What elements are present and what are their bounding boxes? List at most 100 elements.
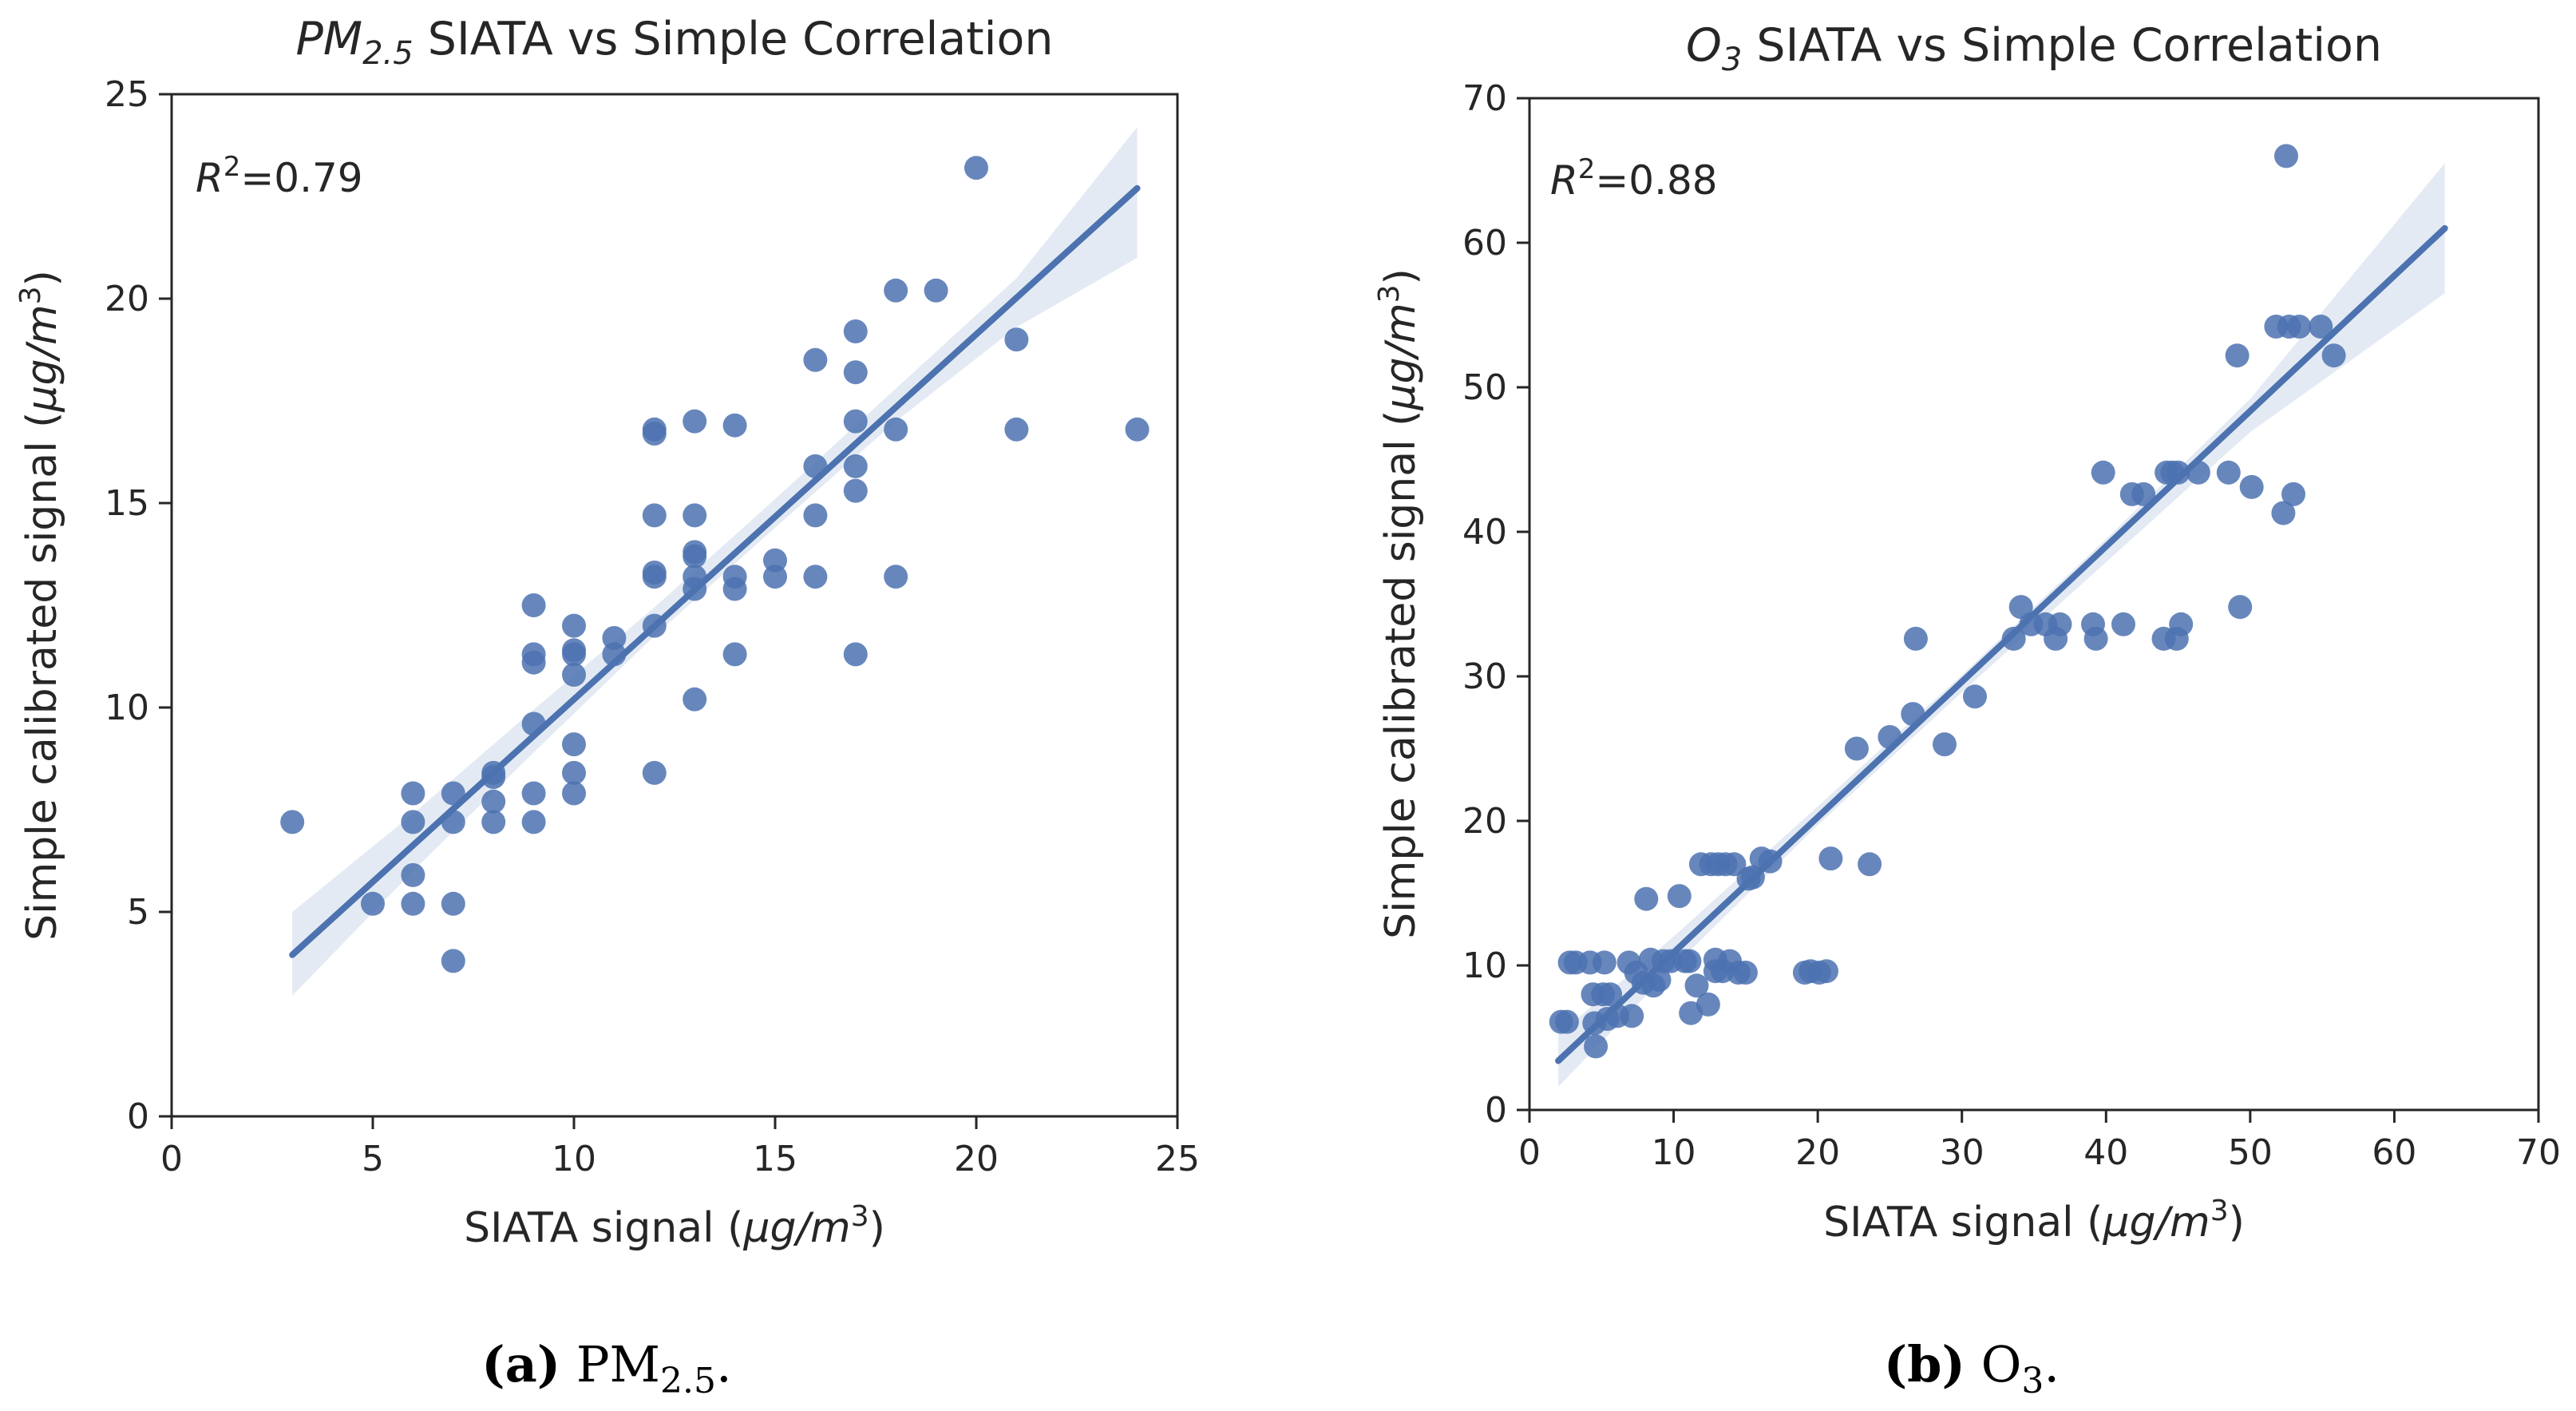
chart-pm25: PM2.5 SIATA vs Simple Correlation 0 5 10 15… <box>14 13 1200 1401</box>
data-point <box>1592 950 1616 975</box>
data-point <box>521 810 546 834</box>
chart-title: PM2.5 SIATA vs Simple Correlation <box>296 13 1054 72</box>
y-tick-label: 25 <box>105 74 149 115</box>
data-point <box>361 891 385 916</box>
data-point <box>803 347 828 372</box>
plot-area <box>280 127 1150 996</box>
data-point <box>521 650 546 675</box>
data-point <box>401 891 425 916</box>
data-point <box>1733 961 1758 985</box>
data-point <box>2111 612 2135 636</box>
data-point <box>481 810 506 834</box>
data-point <box>964 156 988 180</box>
data-point <box>722 413 747 438</box>
y-tick-label: 20 <box>1462 801 1507 842</box>
data-point <box>1814 959 1838 984</box>
data-point <box>2091 460 2115 485</box>
r-squared-annotation: R2=0.79 <box>196 151 363 201</box>
data-point <box>843 360 868 385</box>
axis-ticks: 0 5 10 15 20 25 0 5 10 15 20 25 <box>105 74 1200 1179</box>
subfigure-caption: (a) PM2.5. <box>481 1335 731 1401</box>
data-point <box>2321 343 2346 368</box>
data-point <box>2169 612 2194 636</box>
data-point <box>1598 982 1623 1007</box>
data-point <box>1818 846 1843 871</box>
y-axis-label: Simple calibrated signal (μg/m3) <box>14 270 66 941</box>
data-point <box>1844 736 1869 761</box>
y-tick-label: 0 <box>1485 1090 1507 1131</box>
data-point <box>884 278 908 303</box>
data-point <box>1696 992 1720 1017</box>
data-point <box>2216 460 2241 485</box>
x-tick-label: 20 <box>954 1139 999 1179</box>
data-point <box>642 503 667 528</box>
data-point <box>2166 460 2190 485</box>
data-point <box>843 454 868 478</box>
data-point <box>1677 949 1702 973</box>
data-point <box>722 642 747 667</box>
y-tick-label: 15 <box>105 483 149 524</box>
y-tick-label: 30 <box>1462 656 1507 697</box>
x-tick-label: 25 <box>1155 1139 1200 1179</box>
data-point <box>642 760 667 785</box>
data-point <box>884 417 908 442</box>
data-point <box>683 687 707 711</box>
data-point <box>2228 595 2253 620</box>
r-squared-annotation: R2=0.88 <box>1550 153 1718 204</box>
x-tick-label: 5 <box>362 1139 384 1179</box>
data-point <box>401 862 425 887</box>
y-tick-label: 0 <box>127 1096 149 1137</box>
data-point <box>843 642 868 667</box>
confidence-band <box>1558 163 2445 1087</box>
data-point <box>1004 327 1029 352</box>
data-point <box>1684 973 1709 998</box>
data-point <box>843 409 868 434</box>
data-point <box>884 565 908 589</box>
x-tick-label: 20 <box>1795 1132 1840 1173</box>
subfigure-caption: (b) O3. <box>1884 1335 2060 1401</box>
axis-ticks: 0 10 20 30 40 50 60 70 0 10 20 30 40 50 60 70 <box>1462 78 2561 1173</box>
plot-frame <box>170 93 1179 1118</box>
y-tick-label: 50 <box>1462 367 1507 408</box>
data-point <box>1125 417 1150 442</box>
chart-o3: O3 SIATA vs Simple Correlation 0 10 20 30 40… <box>1373 19 2561 1401</box>
data-point <box>521 593 546 617</box>
y-tick-label: 40 <box>1462 512 1507 553</box>
data-point <box>562 760 586 785</box>
data-point <box>722 577 747 601</box>
x-tick-label: 10 <box>1652 1132 1696 1173</box>
y-tick-label: 10 <box>1462 945 1507 986</box>
y-tick-label: 5 <box>127 892 149 933</box>
y-axis-label: Simple calibrated signal (μg/m3) <box>1373 268 1425 939</box>
data-point <box>1634 886 1659 911</box>
data-point <box>2281 482 2305 506</box>
data-point <box>562 732 586 757</box>
data-point <box>1858 852 1882 877</box>
x-tick-label: 40 <box>2083 1132 2128 1173</box>
data-point <box>843 478 868 503</box>
data-point <box>763 548 787 573</box>
data-point <box>401 781 425 806</box>
data-point <box>2271 501 2296 525</box>
data-point <box>763 565 787 589</box>
regression-line <box>1555 224 2448 1064</box>
data-point <box>1584 1034 1609 1059</box>
x-tick-label: 30 <box>1940 1132 1984 1173</box>
x-axis-label: SIATA signal (μg/m3) <box>1823 1195 2245 1247</box>
data-point <box>1620 1004 1644 1029</box>
data-point <box>2239 474 2264 499</box>
data-point <box>683 409 707 434</box>
data-point <box>803 503 828 528</box>
x-tick-label: 50 <box>2228 1132 2273 1173</box>
data-point <box>441 949 465 973</box>
data-point <box>2131 482 2156 506</box>
x-tick-label: 15 <box>753 1139 797 1179</box>
regression-line <box>289 184 1141 958</box>
data-point <box>401 810 425 834</box>
x-tick-label: 10 <box>552 1139 596 1179</box>
data-point <box>1903 626 1928 651</box>
data-point <box>521 781 546 806</box>
y-tick-label: 70 <box>1462 78 1507 119</box>
y-tick-label: 10 <box>105 688 149 728</box>
